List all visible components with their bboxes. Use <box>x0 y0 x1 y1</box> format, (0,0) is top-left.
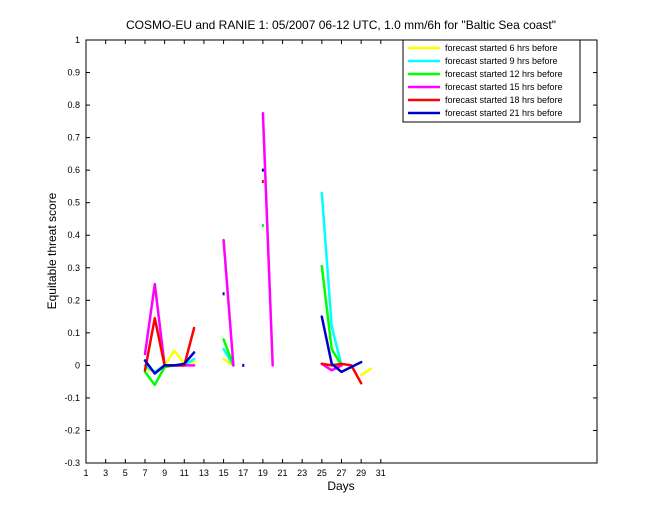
series-line <box>143 351 196 375</box>
y-tick-label: 0.6 <box>67 165 80 175</box>
chart-title: COSMO-EU and RANIE 1: 05/2007 06-12 UTC,… <box>126 18 556 32</box>
series-line <box>359 367 373 377</box>
y-tick-label: 0.8 <box>67 100 80 110</box>
x-tick-label: 13 <box>199 468 209 478</box>
series-line <box>320 264 343 367</box>
legend-entry: forecast started 12 hrs before <box>445 69 563 79</box>
x-tick-label: 17 <box>238 468 248 478</box>
y-tick-label: 0.4 <box>67 230 80 240</box>
x-tick-label: 9 <box>162 468 167 478</box>
data-point <box>261 180 264 184</box>
series-line <box>222 338 235 367</box>
x-tick-label: 31 <box>376 468 386 478</box>
series-line <box>320 362 343 372</box>
y-tick-label: 0.2 <box>67 295 80 305</box>
series-lines <box>143 111 373 387</box>
x-axis-label: Days <box>327 479 354 493</box>
series-line <box>222 238 235 367</box>
series-line <box>320 362 363 385</box>
x-tick-label: 25 <box>317 468 327 478</box>
x-tick-label: 11 <box>180 468 189 478</box>
y-tick-label: 0.5 <box>67 198 80 208</box>
x-tick-label: 15 <box>219 468 229 478</box>
data-point <box>222 292 225 296</box>
y-tick-label: 0.1 <box>67 328 80 338</box>
series-line <box>320 191 343 367</box>
x-tick-label: 21 <box>278 468 288 478</box>
x-tick-label: 29 <box>356 468 366 478</box>
legend-entry: forecast started 6 hrs before <box>445 43 558 53</box>
series-line <box>320 315 363 374</box>
data-point <box>261 223 264 227</box>
legend-box <box>402 39 581 123</box>
legend-entry: forecast started 9 hrs before <box>445 56 558 66</box>
legend: forecast started 6 hrs before forecast st… <box>402 39 581 123</box>
y-tick-label: -0.1 <box>64 393 80 403</box>
x-tick-label: 7 <box>142 468 147 478</box>
x-tick-label: 23 <box>297 468 307 478</box>
axes: 1 3 5 7 9 11 13 15 17 19 21 23 25 27 29 31-0.3-0.2-0.10… <box>64 35 597 478</box>
y-axis-label: Equitable threat score <box>45 192 59 309</box>
x-tick-label: 1 <box>83 468 88 478</box>
y-tick-label: -0.3 <box>64 458 80 468</box>
y-tick-label: 0.7 <box>67 133 80 143</box>
x-tick-label: 19 <box>258 468 268 478</box>
x-tick-label: 3 <box>103 468 108 478</box>
y-tick-label: 0.9 <box>67 68 80 78</box>
legend-entry: forecast started 21 hrs before <box>445 108 563 118</box>
series-line <box>261 111 274 367</box>
y-tick-label: 0.3 <box>67 263 80 273</box>
x-tick-label: 27 <box>336 468 346 478</box>
x-tick-label: 5 <box>123 468 128 478</box>
y-tick-label: 0 <box>75 360 80 370</box>
data-point <box>261 168 264 172</box>
series-6 <box>143 168 363 375</box>
data-point <box>242 363 245 367</box>
legend-entry: forecast started 18 hrs before <box>445 95 563 105</box>
legend-entry: forecast started 15 hrs before <box>445 82 563 92</box>
y-tick-label: -0.2 <box>64 425 80 435</box>
y-tick-label: 1 <box>75 35 80 45</box>
